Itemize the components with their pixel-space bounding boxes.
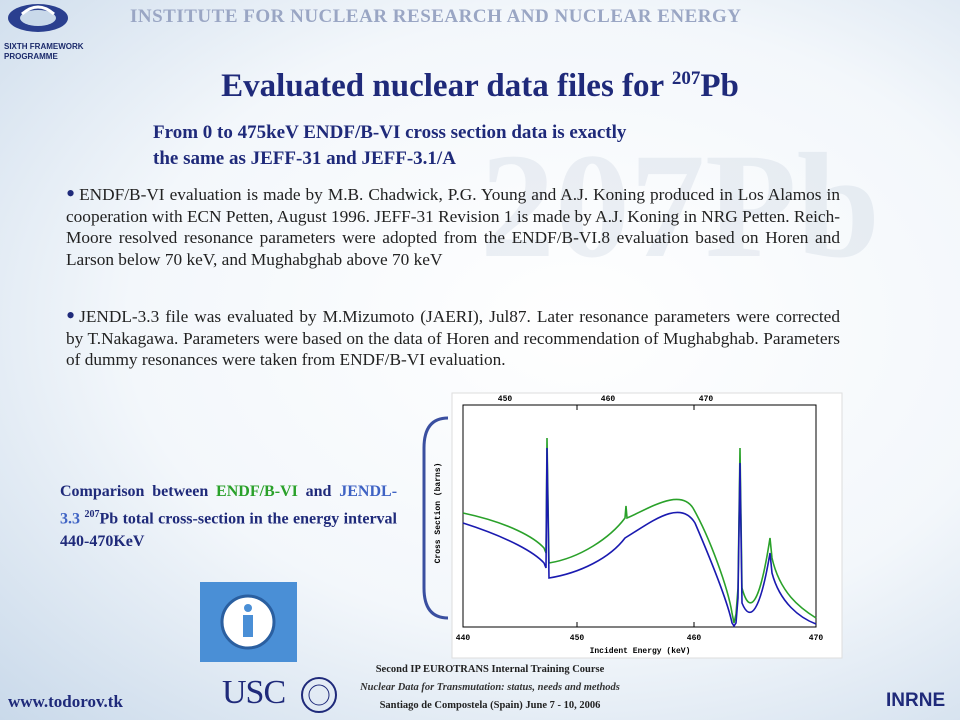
- x-tick-label: 460: [687, 634, 702, 643]
- inrne-logo: INRNE: [886, 690, 946, 711]
- subtitle: From 0 to 475keV ENDF/B-VI cross section…: [153, 122, 627, 143]
- fp6-logo: [8, 4, 68, 32]
- title-text: Evaluated nuclear data files for: [221, 68, 672, 104]
- cross-section-plot: Cross Section (barns) Incident Energy (k…: [422, 392, 843, 659]
- caption: Comparison between ENDF/B-VI and JENDL-3…: [60, 480, 397, 553]
- title-superscript: 207: [671, 68, 701, 89]
- footer-text: Santiago de Compostela (Spain) June 7 - …: [379, 700, 601, 711]
- title-element: Pb: [700, 68, 739, 104]
- programme-text: PROGRAMME: [4, 52, 58, 61]
- caption-jendl: JENDL-3.3: [60, 483, 398, 528]
- caption-text: and: [297, 483, 340, 500]
- caption-superscript: 207: [84, 509, 100, 520]
- top-tick-label: 450: [498, 395, 513, 404]
- slide-title: Evaluated nuclear data files for 207Pb: [0, 68, 960, 105]
- top-tick-label: 460: [601, 395, 616, 404]
- footer-text: Second IP EUROTRANS Internal Training Co…: [375, 664, 605, 675]
- info-icon[interactable]: [200, 582, 297, 662]
- bullet: JENDL-3.3 file was evaluated by M.Mizumo…: [66, 305, 840, 371]
- usc-seal: [301, 677, 337, 713]
- top-tick-label: 470: [699, 395, 714, 404]
- bullet: ENDF/B-VI evaluation is made by M.B. Cha…: [66, 183, 840, 270]
- x-tick-label: 470: [809, 634, 824, 643]
- institute-name: INSTITUTE FOR NUCLEAR RESEARCH AND NUCLE…: [130, 6, 742, 27]
- programme-text: SIXTH FRAMEWORK: [4, 42, 84, 51]
- caption-text: Pb total cross-section in the energy int…: [60, 510, 398, 551]
- caption-text: Comparison between: [60, 483, 217, 500]
- x-tick-label: 440: [456, 634, 471, 643]
- y-axis-label: Cross Section (barns): [434, 463, 443, 564]
- caption-endf: ENDF/B-VI: [216, 483, 298, 500]
- usc-logo: USC: [222, 674, 286, 711]
- subtitle: the same as JEFF-31 and JEFF-3.1/A: [153, 148, 456, 169]
- footer-text: Nuclear Data for Transmutation: status, …: [360, 682, 620, 693]
- website[interactable]: www.todorov.tk: [8, 692, 123, 711]
- x-axis-label: Incident Energy (keV): [590, 647, 691, 656]
- x-tick-label: 450: [570, 634, 585, 643]
